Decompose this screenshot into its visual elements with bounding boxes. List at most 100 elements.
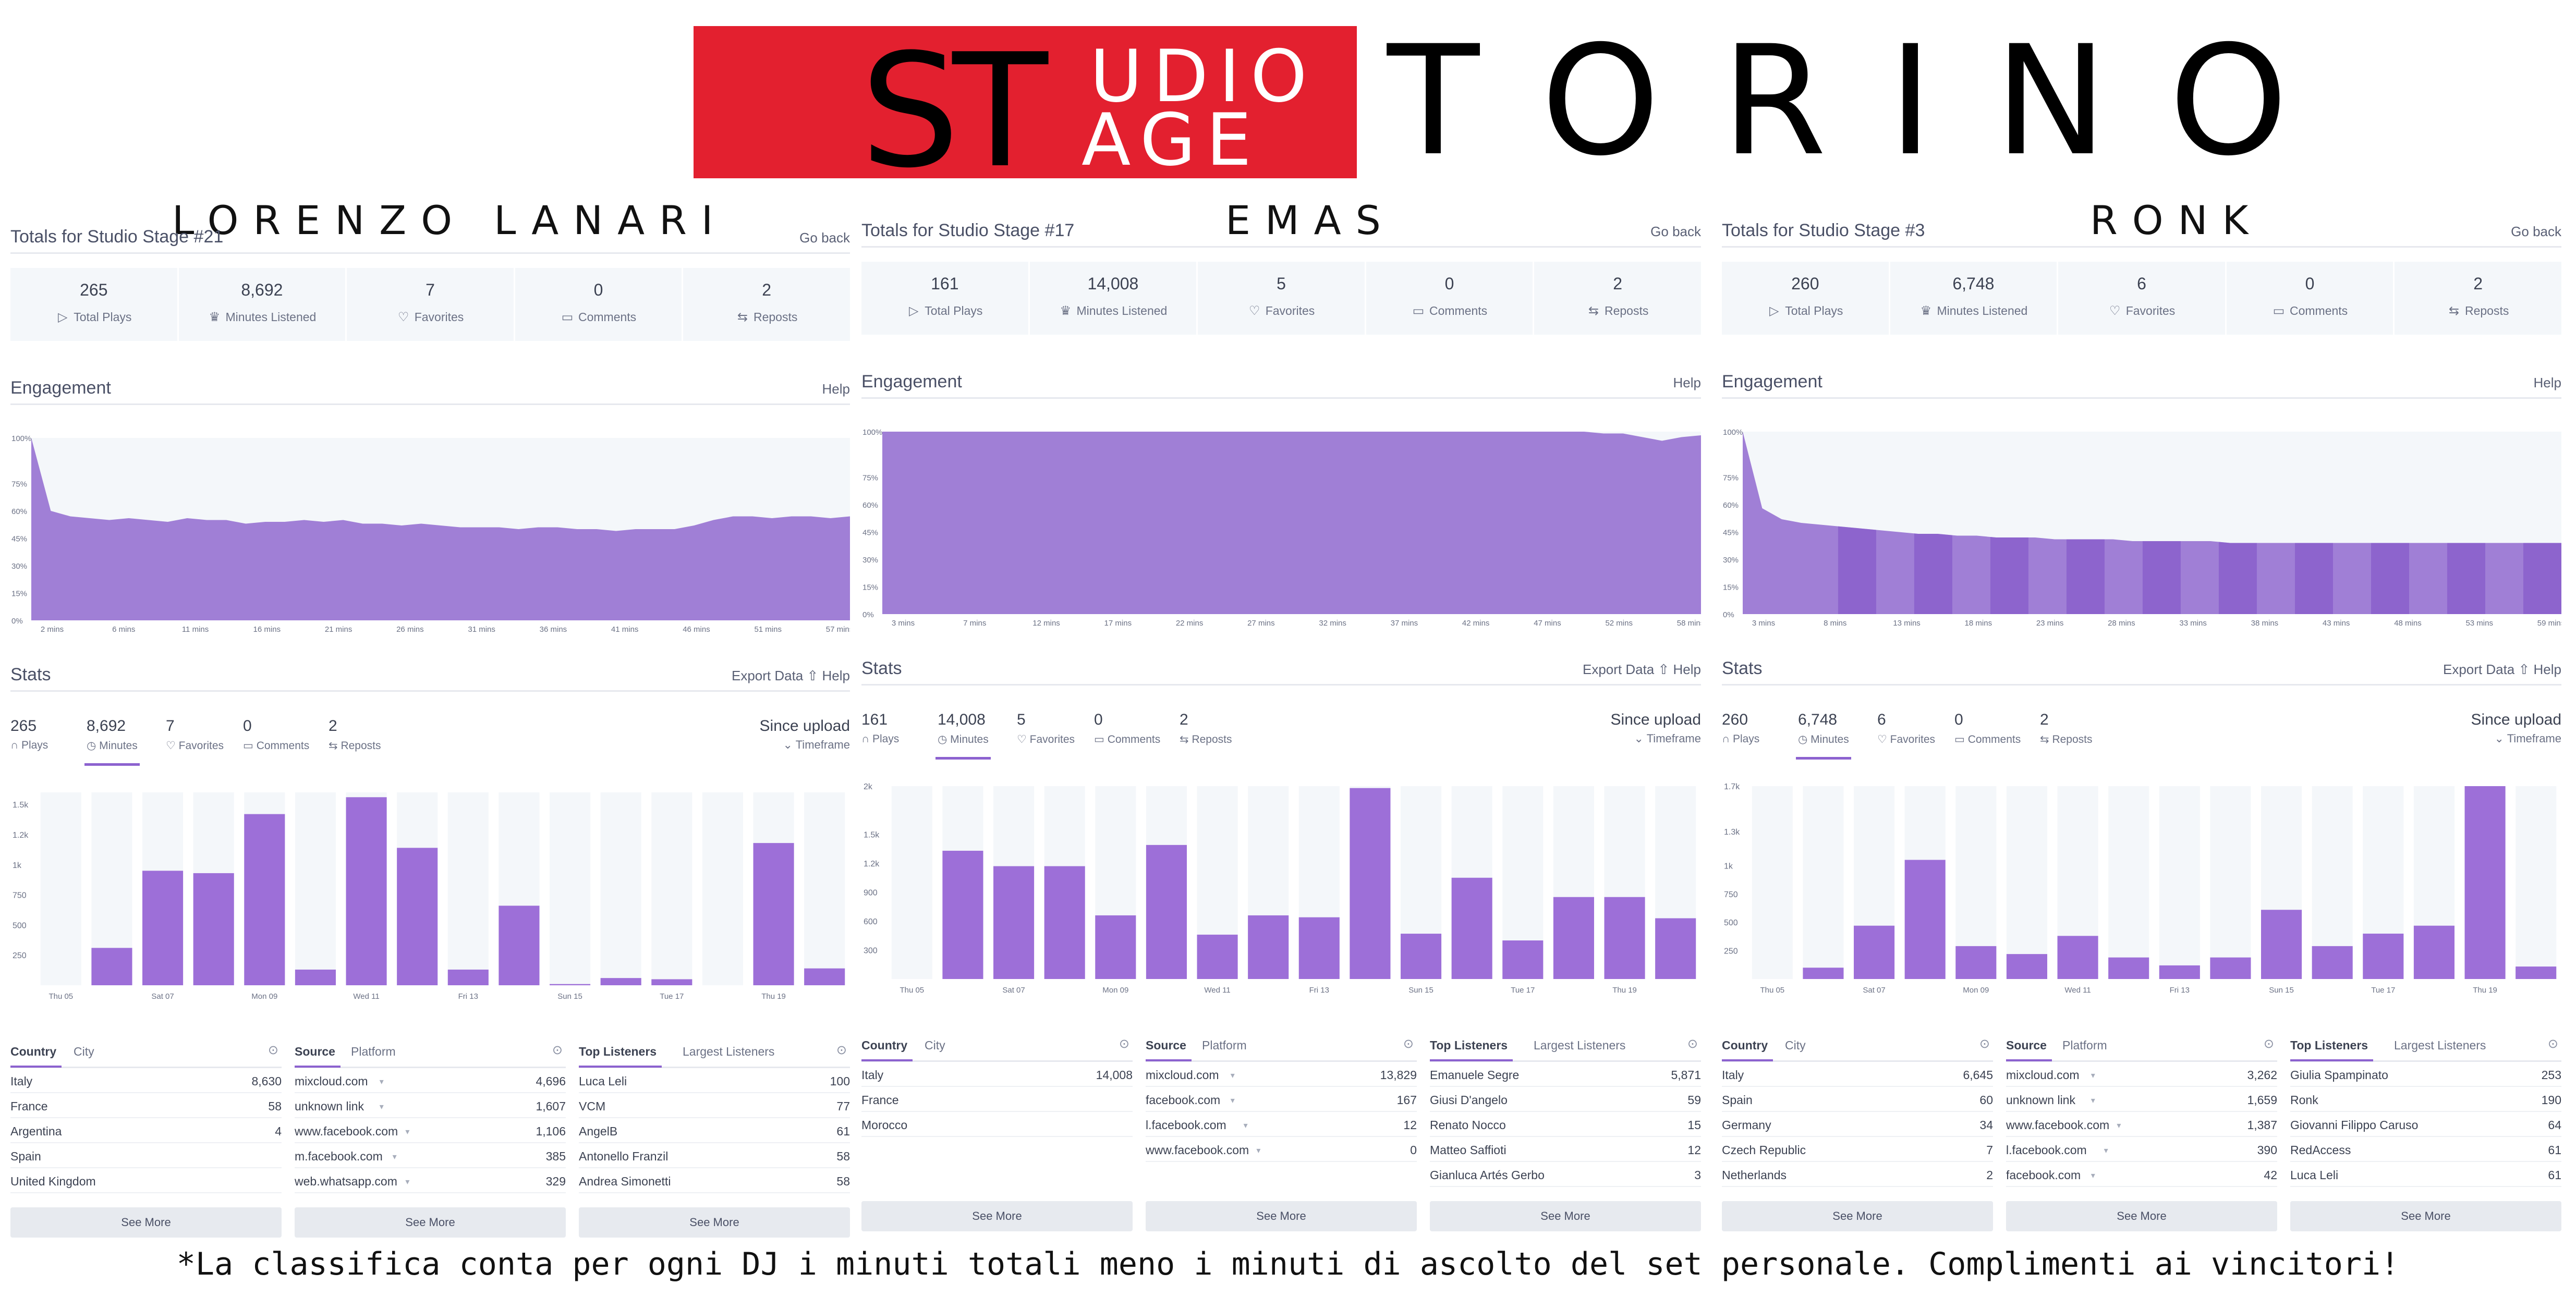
stats-tab-reposts[interactable]: 2 ⇆ Reposts (1180, 711, 1232, 746)
see-more-button[interactable]: See More (1430, 1201, 1701, 1231)
caret-down-icon[interactable]: ▾ (379, 1103, 384, 1111)
go-back-link[interactable]: Go back (1650, 224, 1701, 239)
engagement-help-link[interactable]: Help (2533, 375, 2561, 390)
total-total-plays[interactable]: 161 ▷ Total Plays (861, 262, 1030, 335)
total-comments[interactable]: 0 ▭ Comments (2227, 262, 2395, 335)
table-tab-alt[interactable]: Platform (351, 1045, 396, 1058)
engagement-help-link[interactable]: Help (822, 381, 850, 397)
total-favorites[interactable]: 7 ♡ Favorites (347, 268, 515, 341)
total-total-plays[interactable]: 265 ▷ Total Plays (10, 268, 179, 341)
go-back-link[interactable]: Go back (799, 230, 850, 246)
caret-down-icon[interactable]: ▾ (2104, 1146, 2108, 1155)
caret-down-icon[interactable]: ▾ (379, 1078, 384, 1086)
see-more-button[interactable]: See More (1146, 1201, 1417, 1231)
see-more-button[interactable]: See More (2006, 1201, 2277, 1231)
total-comments[interactable]: 0 ▭ Comments (515, 268, 684, 341)
stats-tab-favorites[interactable]: 6 ♡ Favorites (1877, 711, 1935, 746)
total-minutes-listened[interactable]: 8,692 ♛ Minutes Listened (179, 268, 347, 341)
export-icon[interactable]: ⇧ (803, 668, 822, 683)
table-tab-alt[interactable]: Platform (1202, 1038, 1247, 1052)
table-tab-active[interactable]: Top Listeners (579, 1045, 662, 1068)
see-more-button[interactable]: See More (1722, 1201, 1993, 1231)
settings-icon[interactable]: ⊙ (2547, 1037, 2558, 1051)
caret-down-icon[interactable]: ▾ (1256, 1146, 1261, 1155)
export-icon[interactable]: ⇧ (2514, 662, 2534, 677)
see-more-button[interactable]: See More (295, 1207, 566, 1238)
export-icon[interactable]: ⇧ (1654, 662, 1673, 677)
stats-tab-favorites[interactable]: 5 ♡ Favorites (1017, 711, 1075, 746)
total-favorites[interactable]: 5 ♡ Favorites (1198, 262, 1366, 335)
caret-down-icon[interactable]: ▾ (2091, 1096, 2095, 1105)
table-tab-alt[interactable]: Largest Listeners (1534, 1038, 1626, 1052)
stats-tab-comments[interactable]: 0 ▭ Comments (1094, 711, 1160, 746)
settings-icon[interactable]: ⊙ (1687, 1037, 1698, 1051)
see-more-button[interactable]: See More (10, 1207, 282, 1238)
table-tab-active[interactable]: Source (2006, 1038, 2052, 1061)
bar-x-tick: Sat 07 (151, 992, 174, 1001)
see-more-button[interactable]: See More (861, 1201, 1133, 1231)
settings-icon[interactable]: ⊙ (268, 1043, 278, 1057)
table-tab-alt[interactable]: City (74, 1045, 94, 1058)
stats-tab-reposts[interactable]: 2 ⇆ Reposts (329, 717, 381, 752)
stats-tab-minutes[interactable]: 6,748 ◷ Minutes (1796, 711, 1851, 760)
export-data-link[interactable]: Export Data (1582, 662, 1655, 677)
engagement-y-tick: 0% (11, 617, 23, 626)
timeframe-selector[interactable]: Since upload ⌄ Timeframe (1611, 711, 1701, 745)
table-tab-active[interactable]: Source (1146, 1038, 1192, 1061)
total-total-plays[interactable]: 260 ▷ Total Plays (1722, 262, 1890, 335)
table-tab-active[interactable]: Top Listeners (2290, 1038, 2374, 1061)
stats-tab-plays[interactable]: 265 ∩ Plays (10, 717, 48, 752)
settings-icon[interactable]: ⊙ (552, 1043, 563, 1057)
table-tab-active[interactable]: Source (295, 1045, 341, 1068)
total-minutes-listened[interactable]: 6,748 ♛ Minutes Listened (1890, 262, 2059, 335)
caret-down-icon[interactable]: ▾ (2091, 1071, 2095, 1080)
caret-down-icon[interactable]: ▾ (1230, 1096, 1235, 1105)
table-tab-alt[interactable]: Platform (2062, 1038, 2107, 1052)
table-tab-alt[interactable]: Largest Listeners (683, 1045, 775, 1058)
table-tab-active[interactable]: Country (861, 1038, 913, 1061)
stats-tab-comments[interactable]: 0 ▭ Comments (243, 717, 309, 752)
caret-down-icon[interactable]: ▾ (392, 1153, 397, 1161)
settings-icon[interactable]: ⊙ (836, 1043, 847, 1057)
total-minutes-listened[interactable]: 14,008 ♛ Minutes Listened (1030, 262, 1198, 335)
timeframe-selector[interactable]: Since upload ⌄ Timeframe (2471, 711, 2561, 745)
timeframe-selector[interactable]: Since upload ⌄ Timeframe (760, 717, 850, 752)
table-tab-alt[interactable]: City (925, 1038, 945, 1052)
stats-tab-reposts[interactable]: 2 ⇆ Reposts (2040, 711, 2092, 746)
table-tab-active[interactable]: Top Listeners (1430, 1038, 1513, 1061)
stats-tab-plays[interactable]: 260 ∩ Plays (1722, 711, 1759, 745)
stats-help-link[interactable]: Help (822, 668, 850, 683)
total-comments[interactable]: 0 ▭ Comments (1366, 262, 1535, 335)
caret-down-icon[interactable]: ▾ (1230, 1071, 1235, 1080)
table-tab-alt[interactable]: City (1785, 1038, 1806, 1052)
caret-down-icon[interactable]: ▾ (405, 1178, 410, 1186)
stats-tab-comments[interactable]: 0 ▭ Comments (1954, 711, 2021, 746)
table-tab-active[interactable]: Country (1722, 1038, 1773, 1061)
table-tab-alt[interactable]: Largest Listeners (2394, 1038, 2486, 1052)
export-data-link[interactable]: Export Data (731, 668, 804, 683)
stats-tab-minutes[interactable]: 14,008 ◷ Minutes (935, 711, 991, 760)
total-reposts[interactable]: 2 ⇆ Reposts (1534, 262, 1701, 335)
see-more-button[interactable]: See More (2290, 1201, 2561, 1231)
total-favorites[interactable]: 6 ♡ Favorites (2058, 262, 2227, 335)
go-back-link[interactable]: Go back (2511, 224, 2561, 239)
caret-down-icon[interactable]: ▾ (1243, 1121, 1248, 1130)
caret-down-icon[interactable]: ▾ (2117, 1121, 2121, 1130)
export-data-link[interactable]: Export Data (2443, 662, 2515, 677)
caret-down-icon[interactable]: ▾ (2091, 1171, 2095, 1180)
engagement-help-link[interactable]: Help (1673, 375, 1701, 390)
stats-tab-favorites[interactable]: 7 ♡ Favorites (166, 717, 224, 752)
stats-tab-minutes[interactable]: 8,692 ◷ Minutes (84, 717, 140, 766)
settings-icon[interactable]: ⊙ (1119, 1037, 1129, 1051)
total-reposts[interactable]: 2 ⇆ Reposts (683, 268, 850, 341)
stats-tab-plays[interactable]: 161 ∩ Plays (861, 711, 899, 745)
settings-icon[interactable]: ⊙ (1403, 1037, 1414, 1051)
see-more-button[interactable]: See More (579, 1207, 850, 1238)
settings-icon[interactable]: ⊙ (2263, 1037, 2274, 1051)
settings-icon[interactable]: ⊙ (1979, 1037, 1990, 1051)
total-reposts[interactable]: 2 ⇆ Reposts (2395, 262, 2561, 335)
table-tab-active[interactable]: Country (10, 1045, 62, 1068)
stats-help-link[interactable]: Help (2533, 662, 2561, 677)
caret-down-icon[interactable]: ▾ (405, 1128, 410, 1136)
stats-help-link[interactable]: Help (1673, 662, 1701, 677)
